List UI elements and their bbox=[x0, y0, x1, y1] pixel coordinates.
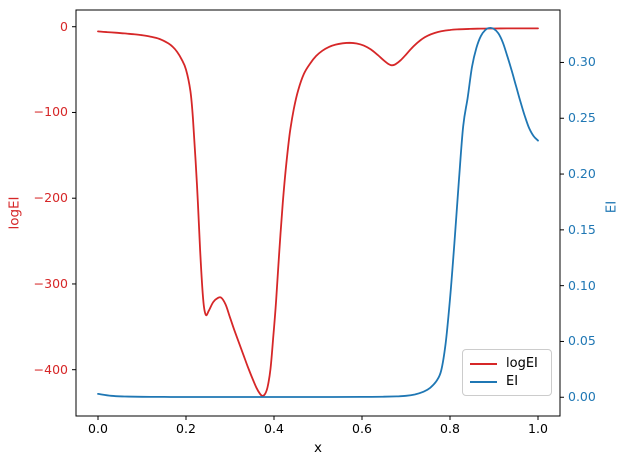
legend: logEI EI bbox=[462, 349, 552, 396]
left-y-tick-label: 0 bbox=[60, 18, 68, 34]
x-axis-label: x bbox=[314, 440, 322, 456]
x-tick-label: 0.2 bbox=[176, 421, 196, 436]
logei-curve bbox=[97, 27, 539, 397]
legend-entry: logEI bbox=[470, 357, 545, 370]
right-y-tick-label: 0.25 bbox=[568, 110, 596, 125]
plot-border bbox=[75, 9, 561, 417]
x-tick-label: 0.4 bbox=[264, 421, 284, 436]
right-y-tick-label: 0.10 bbox=[568, 277, 596, 293]
x-tick-label: 0.0 bbox=[88, 421, 108, 436]
legend-entry-label: EI bbox=[506, 374, 519, 389]
legend-entry: EI bbox=[470, 375, 545, 388]
ei-curve bbox=[97, 26, 539, 398]
legend-entry-label: logEI bbox=[506, 356, 538, 371]
right-y-tick-label: 0.20 bbox=[568, 165, 596, 181]
x-tick-label: 0.8 bbox=[440, 421, 460, 436]
left-axis-label: logEI bbox=[6, 196, 23, 230]
right-y-tick-label: 0.00 bbox=[568, 389, 596, 404]
right-y-tick-label: 0.05 bbox=[568, 333, 596, 349]
right-axis-label: EI bbox=[603, 200, 620, 214]
left-y-tick-label: −200 bbox=[33, 189, 68, 205]
x-tick-label: 1.0 bbox=[528, 421, 548, 436]
legend-line-sample bbox=[470, 362, 497, 365]
left-y-tick-label: −400 bbox=[33, 361, 68, 377]
right-y-tick-label: 0.30 bbox=[568, 54, 596, 70]
left-y-tick-label: −100 bbox=[33, 104, 68, 120]
left-y-tick-label: −300 bbox=[33, 275, 68, 291]
x-tick-label: 0.6 bbox=[352, 421, 372, 436]
right-y-tick-label: 0.15 bbox=[568, 221, 596, 237]
legend-line-sample bbox=[470, 380, 497, 383]
